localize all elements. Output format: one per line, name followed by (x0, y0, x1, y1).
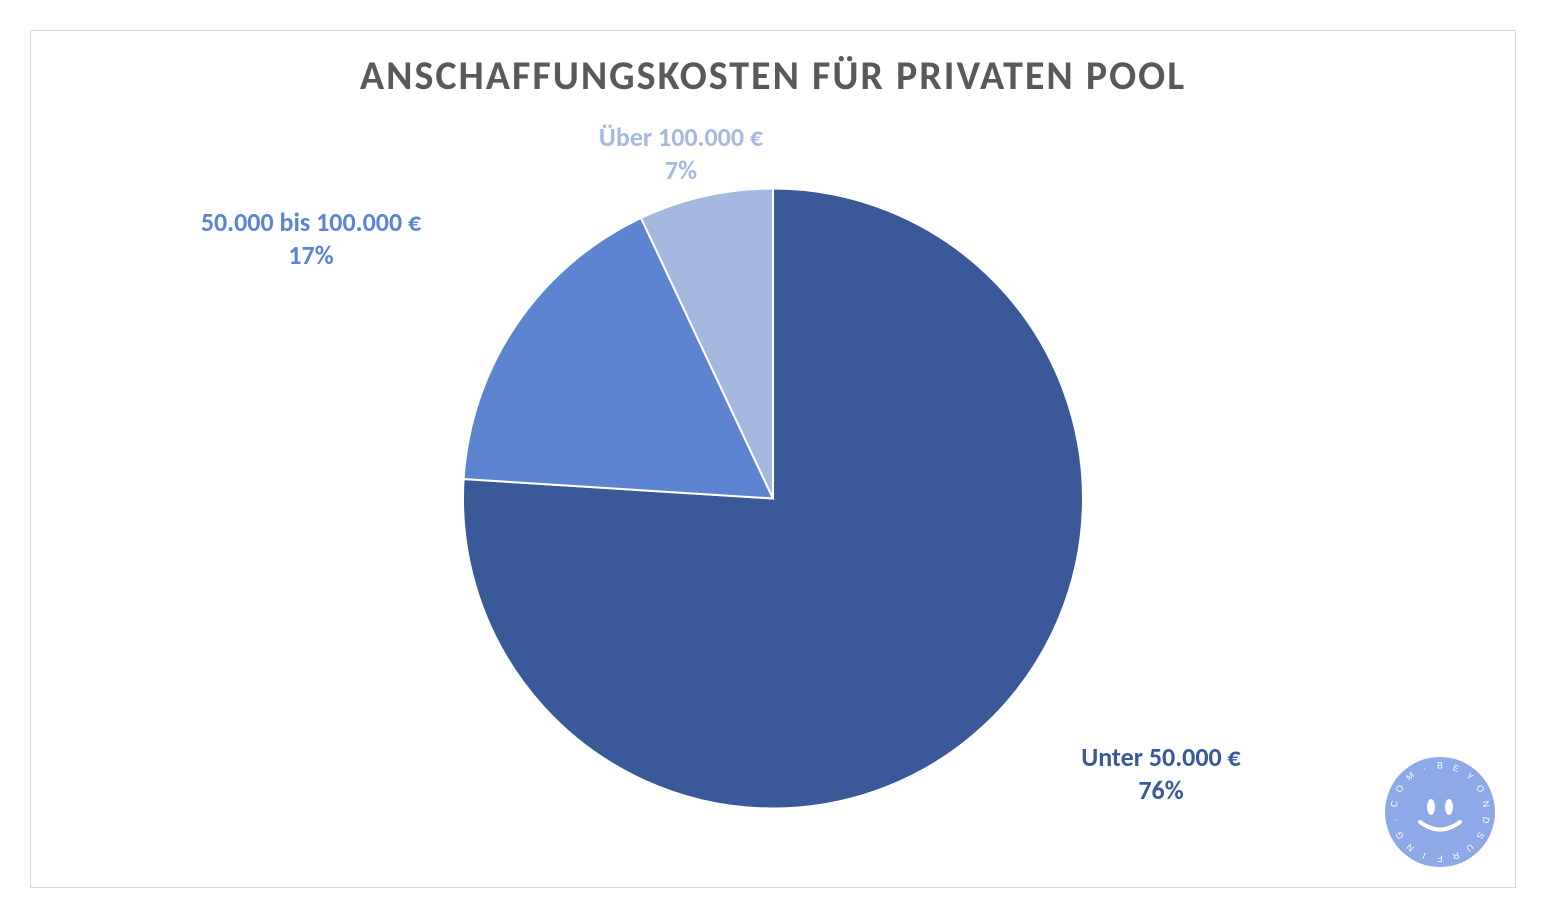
chart-outer: ANSCHAFFUNGSKOSTEN FÜR PRIVATEN POOL Unt… (0, 0, 1546, 918)
slice-label-0-line1: Unter 50.000 € (1081, 741, 1240, 773)
logo-bg-circle (1385, 757, 1495, 867)
slice-label-0: Unter 50.000 € 76% (1011, 741, 1311, 806)
brand-logo: BEYONDSURFING.COM· (1385, 757, 1495, 867)
svg-text:B: B (1437, 760, 1443, 770)
slice-label-0-line2: 76% (1138, 774, 1183, 806)
pie-chart (453, 179, 1093, 824)
slice-label-1-line1: 50.000 bis 100.000 € (201, 206, 421, 238)
slice-label-2-line1: Über 100.000 € (599, 121, 763, 153)
chart-title: ANSCHAFFUNGSKOSTEN FÜR PRIVATEN POOL (31, 51, 1515, 100)
chart-area: Unter 50.000 € 76% 50.000 bis 100.000 € … (31, 121, 1515, 881)
svg-text:F: F (1437, 854, 1443, 864)
pie-svg (453, 179, 1093, 819)
slice-label-2: Über 100.000 € 7% (551, 121, 811, 186)
slice-label-1: 50.000 bis 100.000 € 17% (151, 206, 471, 271)
chart-frame: ANSCHAFFUNGSKOSTEN FÜR PRIVATEN POOL Unt… (30, 30, 1516, 888)
slice-label-2-line2: 7% (665, 154, 697, 186)
brand-logo-svg: BEYONDSURFING.COM· (1385, 757, 1495, 867)
slice-label-1-line2: 17% (288, 239, 333, 271)
